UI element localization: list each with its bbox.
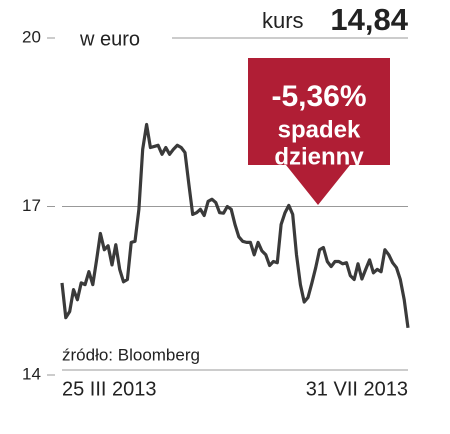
x-tick-label: 25 III 2013 xyxy=(62,378,157,400)
x-tick-label: 31 VII 2013 xyxy=(306,378,408,400)
change-label: -5,36% xyxy=(271,80,366,113)
change-caption: dzienny xyxy=(274,143,364,170)
unit-label: w euro xyxy=(79,28,140,50)
price-line xyxy=(60,122,410,329)
y-tick-label: 17 xyxy=(22,196,41,215)
price-caption: kurs xyxy=(262,8,304,33)
source: źródło: Bloomberg xyxy=(62,345,200,364)
price-label: 14,84 xyxy=(330,2,408,37)
change-caption: spadek xyxy=(278,116,361,143)
y-tick-label: 14 xyxy=(22,364,41,383)
y-tick-label: 20 xyxy=(22,27,41,46)
change-badge xyxy=(248,58,390,205)
